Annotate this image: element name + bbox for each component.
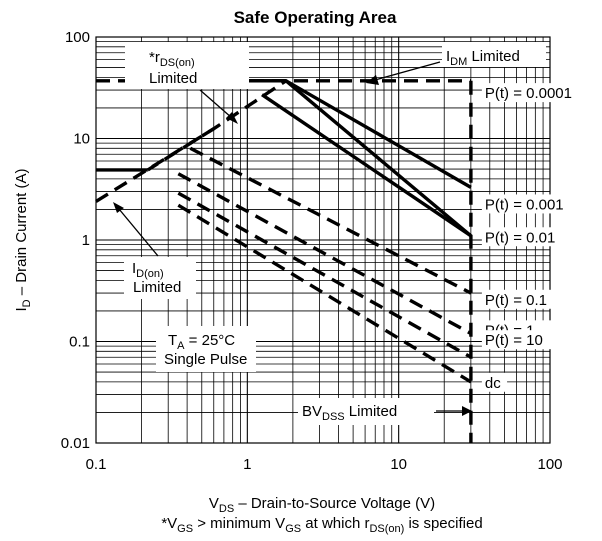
footnote-part1: *V bbox=[161, 515, 177, 532]
annotation-rds-on-sub: DS(on) bbox=[160, 57, 195, 69]
footnote-part2: > minimum V bbox=[193, 515, 285, 532]
y-axis-label-sub: D bbox=[21, 299, 33, 307]
annotation-idm-arrowhead bbox=[366, 75, 379, 85]
annotation-bvdss-sub: DSS bbox=[322, 411, 345, 423]
annotation-bvdss: BVDSS Limited bbox=[298, 398, 472, 425]
curve-label-bg bbox=[481, 330, 568, 350]
curve-label-bg bbox=[481, 194, 594, 214]
annotation-rds-on-arrowhead bbox=[226, 112, 238, 124]
y-axis-label-symbol: I bbox=[13, 307, 30, 311]
annotation-id-on-line2: Limited bbox=[133, 279, 181, 296]
y-tick-label: 0.01 bbox=[61, 435, 90, 452]
annotation-idm: IDM Limited bbox=[366, 42, 546, 85]
curve-label-0: P(t) = 0.0001 bbox=[485, 85, 572, 102]
y-tick-label: 1 bbox=[82, 232, 90, 249]
curve-label-2: P(t) = 0.01 bbox=[485, 229, 555, 246]
annotation-idm-text: IDM Limited bbox=[446, 48, 520, 68]
y-tick-label: 10 bbox=[73, 131, 90, 148]
annotation-idm-leader bbox=[374, 61, 441, 81]
x-axis-label-symbol: V bbox=[209, 495, 219, 512]
curve-label-bg bbox=[481, 372, 508, 392]
x-tick-label: 1 bbox=[243, 456, 251, 473]
annotation-ta-line1: TA = 25°C bbox=[168, 332, 235, 352]
footnote-sub1: GS bbox=[177, 523, 193, 535]
annotation-rds-on-line2: Limited bbox=[149, 70, 197, 87]
annotation-idm-box bbox=[442, 42, 546, 67]
annotation-bvdss-text: BVDSS Limited bbox=[302, 403, 397, 423]
annotation-rds-on-leader bbox=[199, 89, 233, 119]
x-tick-label: 10 bbox=[390, 456, 407, 473]
curve-label-bg bbox=[481, 83, 602, 103]
footnote-part3: at which r bbox=[301, 515, 369, 532]
annotation-id-on-symbol: I bbox=[132, 260, 136, 277]
series-line-8 bbox=[146, 127, 215, 172]
annotation-idm-symbol: I bbox=[446, 48, 450, 65]
x-axis-label: VDS – Drain-to-Source Voltage (V) bbox=[209, 495, 435, 515]
y-tick-label: 0.1 bbox=[69, 334, 90, 351]
annotation-id-on: ID(on) Limited bbox=[113, 202, 196, 299]
annotation-id-on-sub: D(on) bbox=[136, 268, 164, 280]
annotation-ta-box bbox=[156, 326, 256, 372]
x-tick-label: 100 bbox=[537, 456, 562, 473]
annotation-ta-symbol: T bbox=[168, 332, 177, 349]
series-line-4 bbox=[177, 172, 472, 335]
annotation-idm-rest: Limited bbox=[467, 48, 520, 65]
series-line-3 bbox=[189, 146, 472, 295]
x-axis-label-sub: DS bbox=[219, 503, 234, 515]
annotation-ta-rest: = 25°C bbox=[185, 332, 236, 349]
curve-label-3: P(t) = 0.1 bbox=[485, 292, 547, 309]
series-line-2 bbox=[261, 93, 472, 238]
curve-label-5: P(t) = 10 bbox=[485, 332, 543, 349]
curve-label-1: P(t) = 0.001 bbox=[485, 196, 564, 213]
annotation-rds-on-box bbox=[125, 42, 249, 89]
x-tick-label: 0.1 bbox=[86, 456, 107, 473]
annotation-id-on-leader bbox=[118, 208, 159, 257]
y-axis-label: ID – Drain Current (A) bbox=[13, 169, 33, 312]
annotation-bvdss-box bbox=[298, 398, 434, 425]
series-line-7 bbox=[95, 79, 287, 203]
annotation-ta-line2: Single Pulse bbox=[164, 351, 247, 368]
curve-label-bg bbox=[481, 289, 576, 309]
annotation-bvdss-rest: Limited bbox=[345, 403, 398, 420]
footnote-part4: is specified bbox=[404, 515, 482, 532]
annotation-ta: TA = 25°C Single Pulse bbox=[156, 326, 256, 372]
y-axis-label-rest: – Drain Current (A) bbox=[13, 169, 30, 300]
footnote: *VGS > minimum VGS at which rDS(on) is s… bbox=[161, 515, 482, 535]
curve-label-bg bbox=[481, 227, 585, 247]
y-tick-label: 100 bbox=[65, 29, 90, 46]
chart-title: Safe Operating Area bbox=[234, 8, 397, 27]
series-group bbox=[95, 79, 473, 443]
annotation-bvdss-arrowhead bbox=[462, 406, 472, 416]
annotation-idm-sub: DM bbox=[450, 56, 467, 68]
series-line-6 bbox=[177, 203, 472, 384]
annotation-id-on-arrowhead bbox=[113, 202, 124, 213]
annotation-rds-on: *rDS(on) Limited bbox=[125, 42, 249, 124]
curve-label-6: dc bbox=[485, 375, 501, 392]
footnote-sub3: DS(on) bbox=[369, 523, 404, 535]
curve-labels: P(t) = 0.0001 P(t) = 0.001 P(t) = 0.01 P(t)… bbox=[481, 83, 602, 392]
annotation-rds-on-symbol: *r bbox=[149, 49, 160, 66]
annotation-id-on-line1: ID(on) bbox=[132, 260, 164, 280]
footnote-sub2: GS bbox=[285, 523, 301, 535]
annotation-id-on-box bbox=[124, 257, 196, 299]
annotation-rds-on-line1: *rDS(on) bbox=[149, 49, 195, 69]
annotation-ta-sub: A bbox=[177, 340, 185, 352]
ticks: 0.1 1 10 100 100 10 1 0.1 0.01 bbox=[61, 29, 563, 473]
x-axis-label-rest: – Drain-to-Source Voltage (V) bbox=[234, 495, 435, 512]
series-line-5 bbox=[177, 191, 472, 359]
annotation-bvdss-symbol: BV bbox=[302, 403, 322, 420]
